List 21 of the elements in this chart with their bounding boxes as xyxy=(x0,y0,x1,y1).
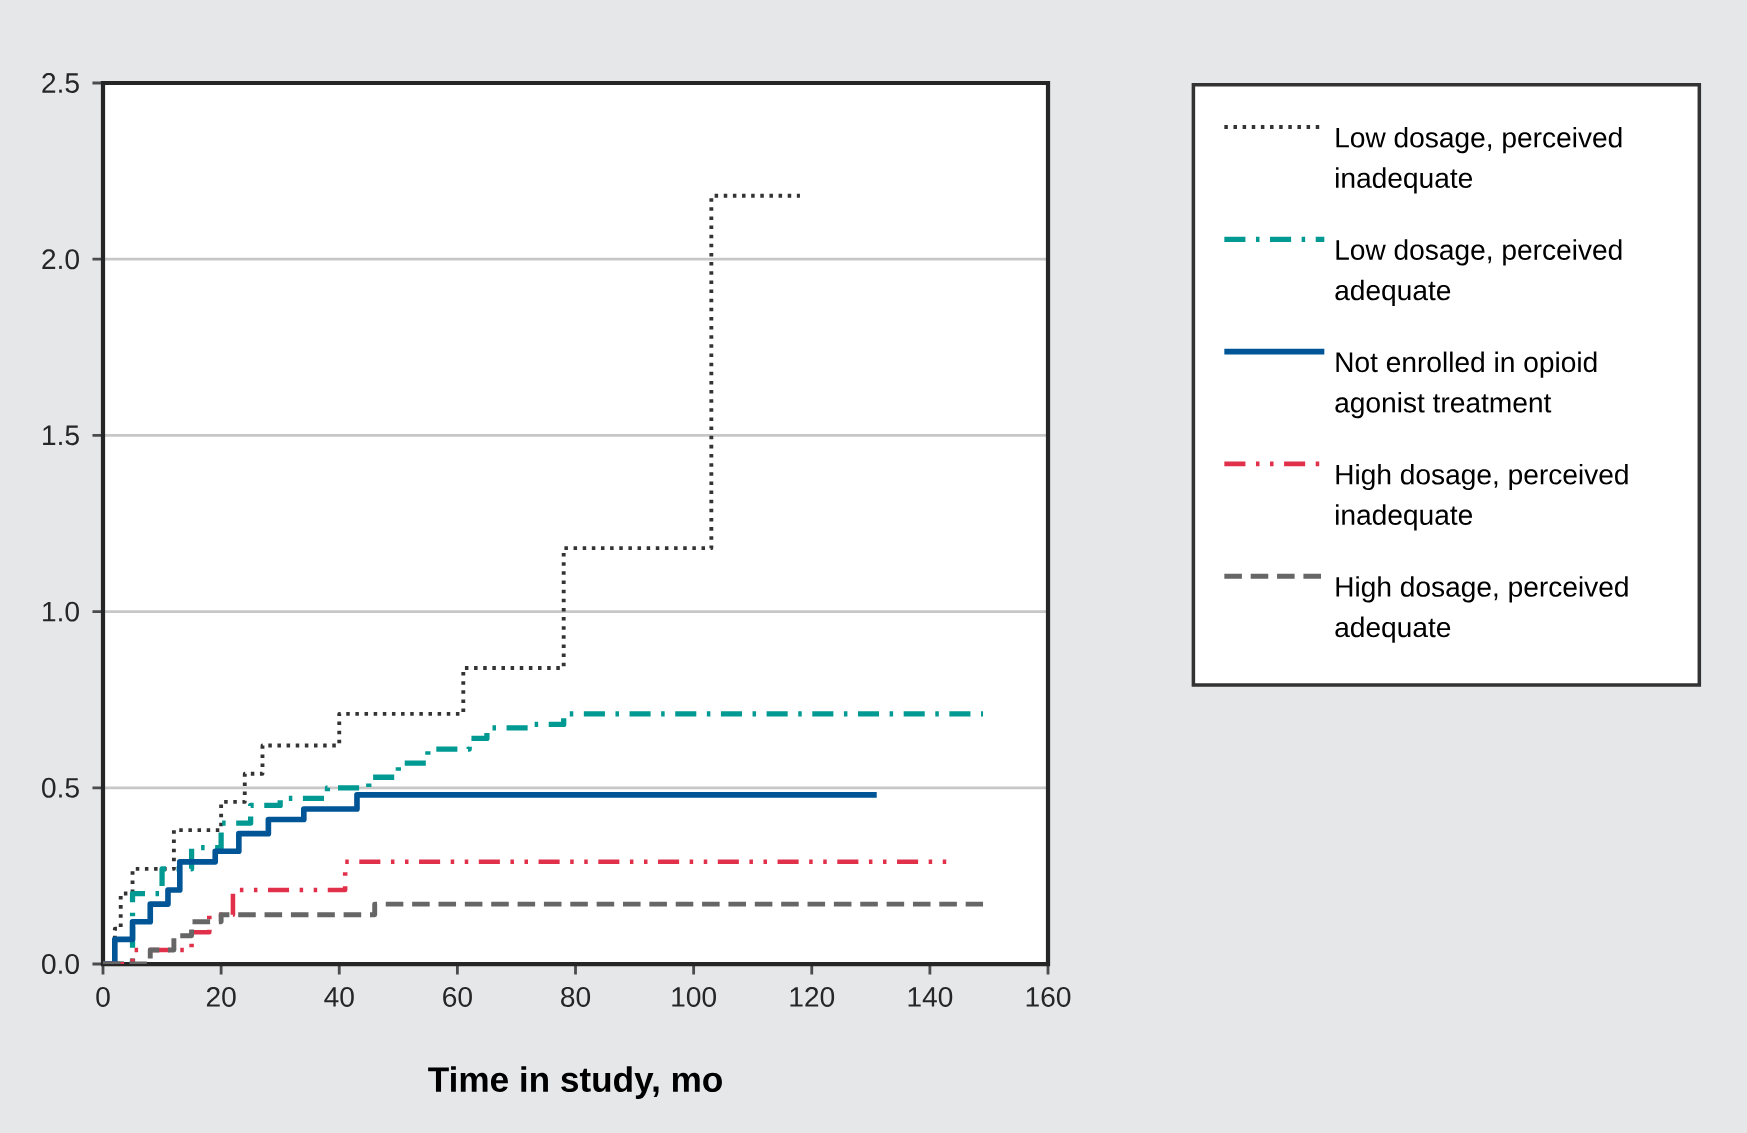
x-tick-label: 40 xyxy=(324,986,354,1007)
x-tick-label: 100 xyxy=(672,986,716,1007)
y-tick-label: 2.5 xyxy=(42,73,79,93)
x-tick-label: 0 xyxy=(96,986,110,1007)
x-tick-label: 60 xyxy=(443,986,472,1007)
legend-label: High dosage, perceived adequate xyxy=(1335,576,1628,643)
y-tick-label: 1.0 xyxy=(43,601,79,622)
x-tick-label: 80 xyxy=(561,986,591,1007)
x-tick-label: 20 xyxy=(206,986,236,1007)
x-tick-label: 160 xyxy=(1026,986,1071,1007)
y-tick-label: 0.0 xyxy=(42,954,79,974)
y-tick-label: 1.5 xyxy=(43,425,79,446)
x-axis-title: Time in study, mo xyxy=(428,1066,722,1099)
y-tick-label: 2.0 xyxy=(42,249,79,270)
y-tick-label: 0.5 xyxy=(42,777,79,798)
legend-label: High dosage, perceived inadequate xyxy=(1336,463,1628,531)
x-tick-label: 140 xyxy=(908,986,953,1007)
legend-label: Not enrolled in opioid agonist treatment xyxy=(1335,351,1597,419)
legend-label: Low dosage, perceived inadequate xyxy=(1336,126,1622,194)
legend-label: Low dosage, perceived adequate xyxy=(1335,239,1622,306)
x-tick-label: 120 xyxy=(790,986,835,1007)
